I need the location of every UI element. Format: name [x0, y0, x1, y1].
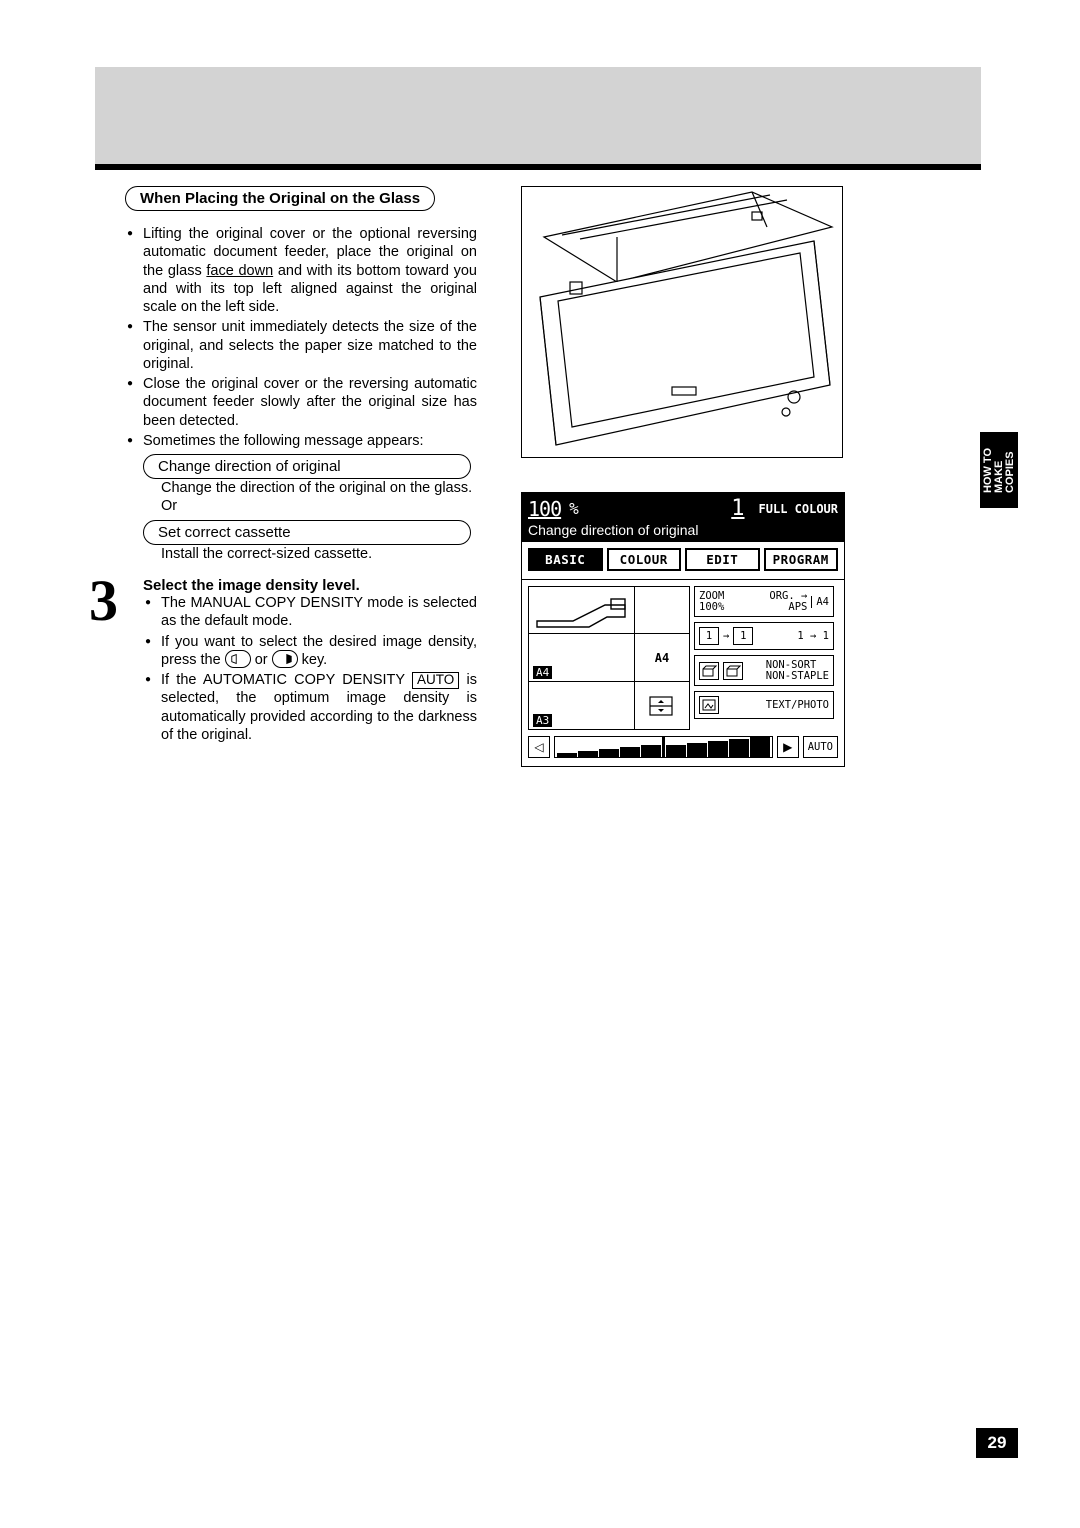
stack-icon: [699, 662, 719, 680]
opt-sort[interactable]: NON-SORT NON-STAPLE: [694, 655, 834, 686]
lcd-colour-mode: FULL COLOUR: [759, 502, 838, 516]
tray-a3-label: A3: [533, 714, 552, 727]
lcd-message-1-desc: Change the direction of the original on …: [161, 479, 477, 497]
glass-bullet-4: Sometimes the following message appears:: [125, 432, 477, 450]
density-lighter-button[interactable]: ◁: [528, 736, 550, 758]
opt-1to1-label: 1 → 1: [797, 630, 829, 642]
density-auto-button[interactable]: AUTO: [803, 736, 838, 758]
glass-bullet-1-underline: face down: [206, 263, 273, 279]
tab-program[interactable]: PROGRAM: [764, 548, 839, 571]
single-page-icon-2: 1: [733, 627, 753, 645]
lcd-message-1: Change direction of original: [143, 454, 471, 479]
step-bullet-3: If the AUTOMATIC COPY DENSITY AUTO is se…: [143, 671, 477, 744]
single-page-icon: 1: [699, 627, 719, 645]
opt-a4-right: A4: [811, 596, 829, 608]
tab-edit[interactable]: EDIT: [685, 548, 760, 571]
lcd-status-message: Change direction of original: [528, 521, 838, 538]
step-bullet-1: The MANUAL COPY DENSITY mode is selected…: [143, 594, 477, 631]
glass-bullet-3: Close the original cover or the reversin…: [125, 375, 477, 430]
tab-colour[interactable]: COLOUR: [607, 548, 682, 571]
side-tab: HOW TO MAKE COPIES: [980, 432, 1018, 508]
lcd-copy-count: 1: [725, 496, 750, 521]
stack-icon-2: [723, 662, 743, 680]
density-track: [554, 736, 773, 758]
scanner-illustration: [521, 186, 843, 458]
tab-basic[interactable]: BASIC: [528, 548, 603, 571]
opt-textphoto-label: TEXT/PHOTO: [766, 699, 829, 711]
page-number: 29: [976, 1428, 1018, 1458]
opt-zoom-label: ZOOM: [699, 591, 724, 602]
auto-key-label: AUTO: [412, 672, 459, 689]
step-title-density: Select the image density level.: [143, 577, 477, 594]
opt-zoom-value: 100%: [699, 602, 724, 613]
tray-a3-updown[interactable]: [635, 682, 689, 729]
opt-sort-label: NON-SORT NON-STAPLE: [766, 660, 829, 681]
header-band: [95, 67, 981, 164]
right-arrow-key-icon: [272, 650, 298, 668]
left-arrow-key-icon: [225, 650, 251, 668]
glass-bullets: Lifting the original cover or the option…: [125, 225, 477, 450]
lcd-zoom-value: 100: [528, 497, 561, 521]
tray-a4-label: A4: [533, 666, 552, 679]
step-number-3: 3: [89, 567, 118, 634]
lcd-percent-sign: %: [569, 499, 579, 518]
tray-a4-size[interactable]: A4: [635, 634, 689, 681]
photo-icon: [699, 696, 719, 714]
lcd-panel: 100 % 1 FULL COLOUR Change direction of …: [521, 492, 845, 767]
glass-bullet-2: The sensor unit immediately detects the …: [125, 318, 477, 373]
density-darker-button[interactable]: ▶: [777, 736, 799, 758]
lcd-message-2-desc: Install the correct-sized cassette.: [161, 545, 477, 563]
bypass-tray-icon: [533, 593, 631, 629]
opt-original-type[interactable]: TEXT/PHOTO: [694, 691, 834, 719]
opt-zoom-aps[interactable]: ZOOM 100% ORG. → APS A4: [694, 586, 834, 617]
or-label: Or: [161, 497, 477, 515]
opt-aps-label: APS: [769, 602, 807, 613]
step-bullet-2: If you want to select the desired image …: [143, 633, 477, 670]
lcd-message-2: Set correct cassette: [143, 520, 471, 545]
opt-duplex[interactable]: 1→1 1 → 1: [694, 622, 834, 650]
section-header-glass: When Placing the Original on the Glass: [125, 186, 435, 211]
